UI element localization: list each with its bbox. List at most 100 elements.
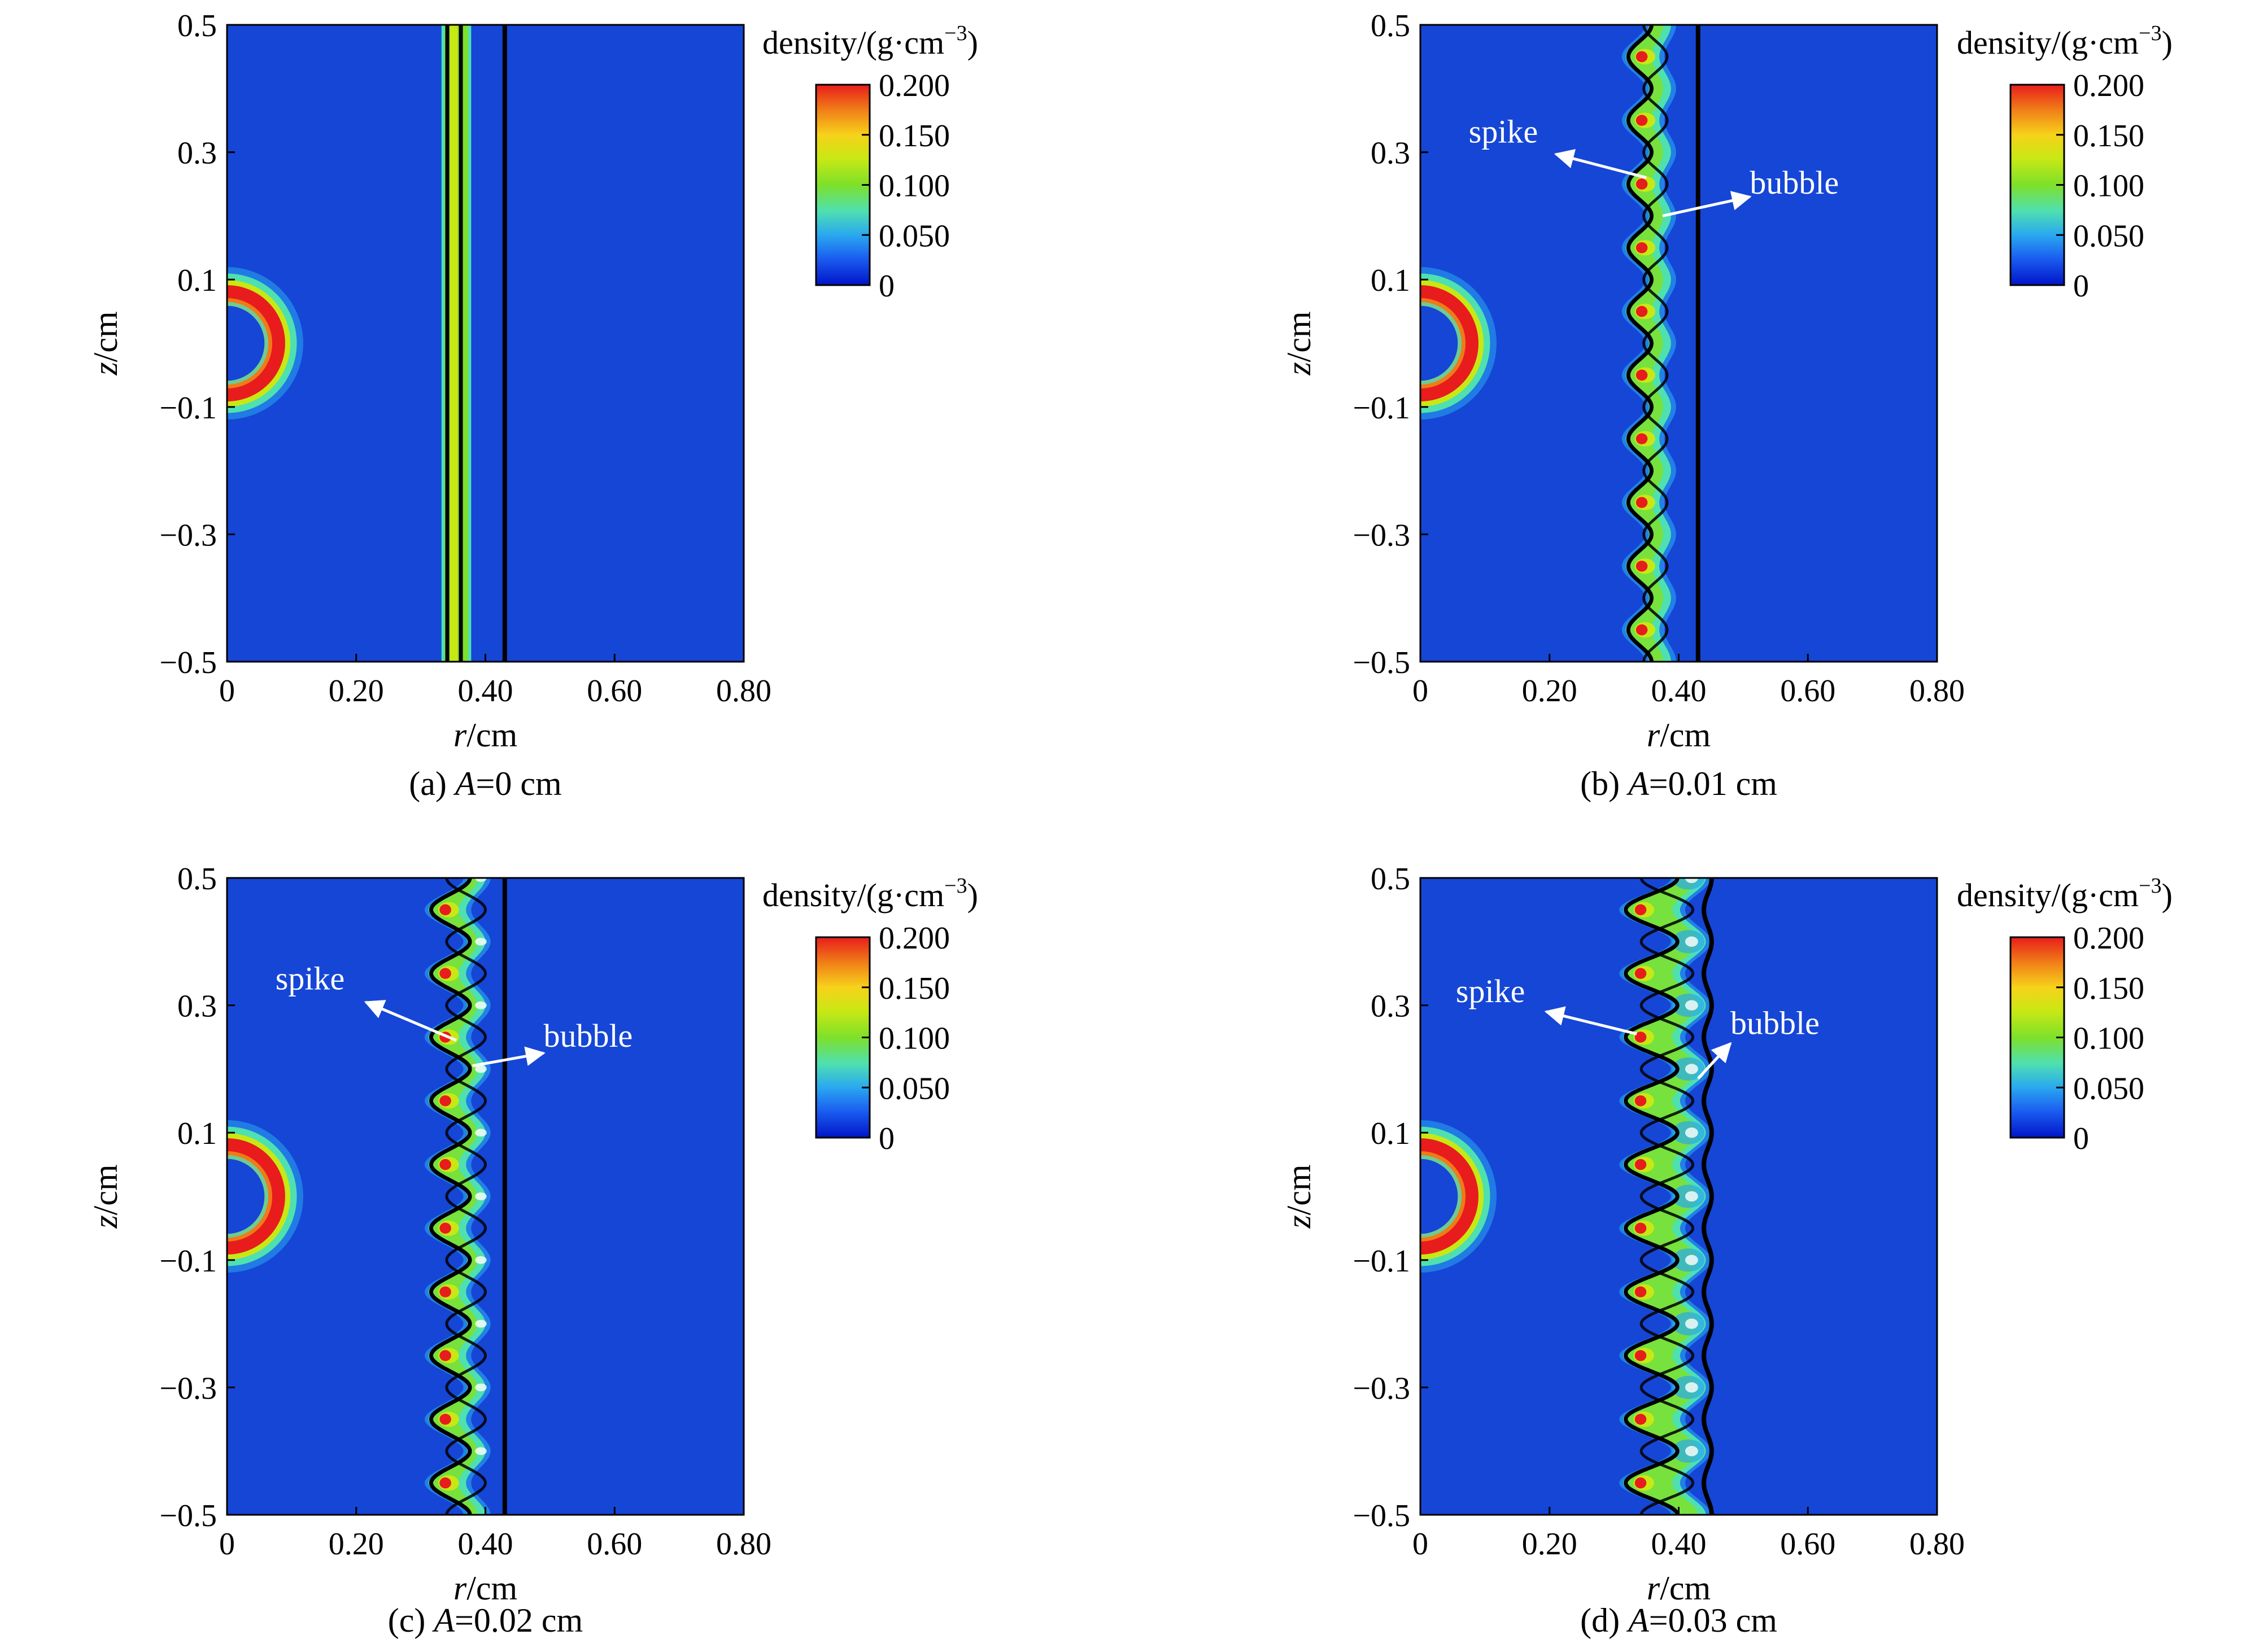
hotspot-core [227,305,265,381]
colorbar-tick-label: 0 [2073,1121,2089,1156]
colorbar-title: density/(g·cm−3) [1957,21,2173,61]
x-tick-label: 0.20 [329,1527,384,1562]
bubble-core-4 [1685,1127,1698,1138]
colorbar-tick-label: 0 [2073,269,2089,304]
colorbar-gradient [815,936,871,1139]
density-field [227,878,744,1515]
colorbar-c: density/(g·cm−3) 0.200 0.150 0.100 0.050 0 [762,874,978,1156]
density-map-a [227,25,744,662]
y-tick-label: 0.1 [1371,1116,1410,1151]
density-field [1420,25,1937,662]
panel-a: 0.50.30.1−0.1−0.3−0.50 0.20 0.40 0.60 0.80r/… [87,8,978,802]
x-tick-label: 0.40 [458,1527,513,1562]
y-tick-label: −0.5 [1353,1498,1410,1533]
spike-core-5 [1635,369,1648,381]
colorbar-tick-label: 0.050 [2073,218,2144,254]
shell-yellow [450,25,458,662]
shock-front [1702,878,1714,1515]
x-tick-label: 0.60 [587,674,642,709]
annotation-arrow-bubble [1696,1042,1732,1080]
bubble-core-7 [1685,1318,1698,1329]
spike-core-3 [1635,242,1648,254]
bubble-core-2 [1685,1000,1698,1011]
x-tick-label: 0.80 [716,1527,771,1562]
bubble-core-0 [1685,878,1698,884]
annotations-b: spike bubble [1469,113,1839,217]
x-tick-label: 0.20 [1522,1527,1577,1562]
axes-d: 0.5 0.3 0.1 −0.1 −0.3 −0.50 0.20 0.40 0.60 0.80 r/… [1280,862,1965,1607]
colorbar-tick-label: 0.100 [2073,1021,2144,1056]
x-tick-label: 0 [219,1527,235,1562]
colorbar-gradient [2009,936,2065,1139]
colorbar-gradient [2009,84,2065,286]
spike-core-5 [1634,1222,1647,1234]
interface-contour [1624,878,1680,1515]
density-map-d [1420,878,1937,1515]
spike-core-8 [439,1414,451,1425]
bubble-6 [475,1256,487,1264]
hotspot-core [227,1159,265,1234]
x-tick-label: 0 [1412,674,1428,709]
colorbar-tick-label: 0 [879,269,895,304]
x-axis-label: r/cm [453,1570,517,1607]
spike-core-1 [439,968,451,979]
y-tick-label: 0.5 [177,862,217,897]
spike-core-6 [1634,1286,1647,1297]
annotation-bubble: bubble [1750,164,1839,201]
annotations-d: spike bubble [1456,973,1820,1080]
spike-core-0 [439,904,451,916]
y-tick-label: 0.1 [1371,263,1410,298]
spike-core-2 [1634,1032,1647,1043]
panel-c: 0.50.30.1−0.1−0.3−0.50 0.20 0.40 0.60 0.80r/… [87,862,978,1639]
bubble-4 [475,1129,487,1137]
colorbar-tick-label: 0.150 [879,971,950,1006]
annotation-bubble: bubble [1730,1004,1820,1041]
colorbar-tick-label: 0.100 [879,169,950,204]
x-tick-label: 0.40 [458,674,513,709]
density-field [227,25,744,662]
annotation-arrow-bubble [472,1046,546,1068]
spike-core-1 [1635,115,1648,126]
bubble-9 [475,1447,487,1456]
colorbar-title: density/(g·cm−3) [1957,874,2173,914]
x-tick-label: 0.80 [1909,1527,1965,1562]
bubble-5 [475,1192,487,1200]
colorbar-tick-label: 0.200 [2073,921,2144,956]
caption-c: (c) A=0.02 cm [388,1602,583,1639]
y-tick-label: −0.3 [1353,518,1410,553]
colorbar-tick-label: 0.100 [2073,169,2144,204]
x-tick-label: 0.20 [329,674,384,709]
density-map-b [1420,25,1937,662]
y-tick-label: 0.3 [1371,136,1410,171]
annotation-bubble: bubble [543,1017,633,1054]
y-tick-label: 0.3 [177,989,217,1024]
y-tick-label: −0.5 [159,645,217,680]
bubble-core-6 [1685,1255,1698,1265]
colorbar-title: density/(g·cm−3) [762,874,978,914]
panel-d: 0.50.30.1−0.1−0.3−0.50 0.20 0.40 0.60 0.80r/… [1280,862,2173,1639]
spike-core-8 [1635,561,1648,572]
panel-b: 0.50.30.1−0.1−0.3−0.50 0.20 0.40 0.60 0.80r/… [1280,8,2173,802]
spike-core-9 [1635,624,1648,636]
y-axis-label: z/cm [1280,311,1318,375]
interface-contour-2 [1639,878,1695,1515]
x-axis-label: r/cm [453,716,517,754]
spike-core-7 [1635,497,1648,508]
y-tick-label: −0.3 [1353,1371,1410,1406]
hotspot-core [1420,1159,1458,1234]
spike-core-0 [1635,51,1648,63]
colorbar-tick-label: 0.050 [2073,1071,2144,1106]
x-tick-label: 0.60 [1780,674,1835,709]
y-tick-label: 0.1 [177,1116,217,1151]
annotation-arrow-spike [1544,1006,1637,1035]
y-tick-label: 0.3 [177,136,217,171]
bubble-8 [475,1383,487,1392]
spike-core-6 [1635,433,1648,444]
y-tick-label: 0.1 [177,263,217,298]
density-field [1420,878,1937,1515]
interface-contour-2 [445,878,487,1515]
y-axis-label: z/cm [87,1164,124,1229]
y-tick-label: 0.5 [1371,8,1410,43]
axes-c: 0.5 0.3 0.1 −0.1 −0.3 −0.50 0.20 0.40 0.60 0.80 r/… [87,862,771,1607]
y-tick-label: −0.1 [159,391,217,426]
